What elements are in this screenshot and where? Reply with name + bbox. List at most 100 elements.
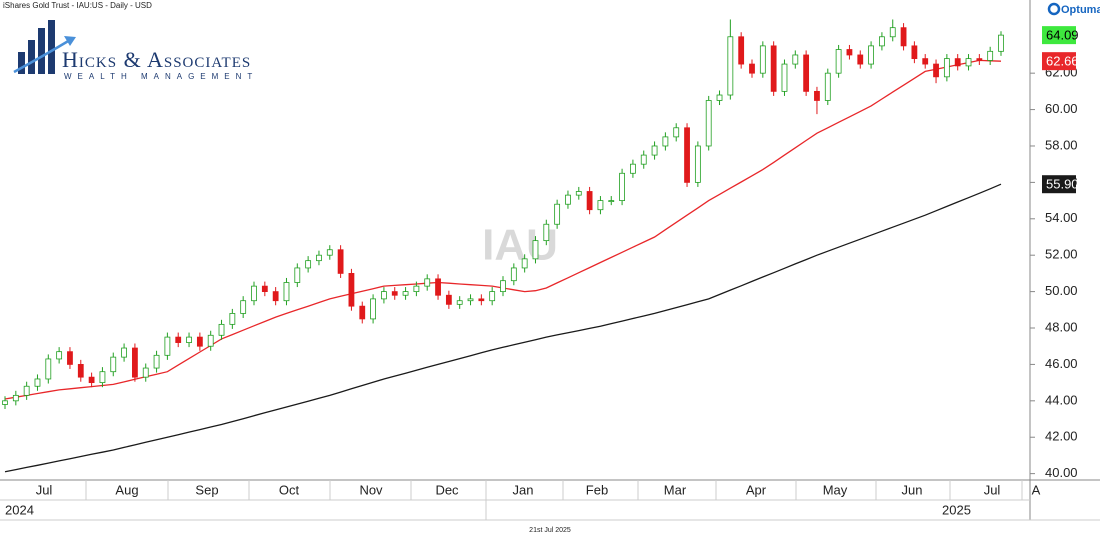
candle-body [413, 285, 420, 293]
logo-bar [38, 28, 45, 74]
candle-body [521, 258, 528, 269]
year-label: 2025 [942, 502, 971, 517]
vendor-icon [1047, 2, 1061, 16]
year-label: 2024 [5, 502, 34, 517]
price-tag [1042, 175, 1076, 194]
vendor-name: Optuma [1061, 4, 1100, 16]
candle-body [110, 356, 117, 373]
candle-body [337, 249, 344, 274]
candle-body [240, 300, 247, 314]
candle-body [965, 58, 972, 67]
candle-body [900, 27, 907, 47]
price-tag [1042, 52, 1076, 71]
month-label: Jul [36, 482, 53, 497]
y-tick-label: 60.00 [1045, 101, 1078, 116]
candle-body [489, 291, 496, 302]
candle-body [435, 278, 441, 296]
candle-body [803, 54, 810, 92]
candle-body [207, 334, 214, 347]
month-label: Aug [115, 482, 138, 497]
candle-body [67, 351, 73, 365]
candle-body [196, 336, 203, 347]
candle-body [23, 385, 30, 396]
candle-body [684, 127, 690, 183]
candle-body [662, 136, 669, 147]
month-label: A [1032, 482, 1041, 497]
candle-body [651, 145, 658, 156]
candle-body [846, 49, 853, 56]
candle-body [943, 58, 950, 78]
candle-body [586, 191, 593, 211]
month-label: Feb [586, 482, 608, 497]
month-label: Jan [513, 482, 534, 497]
month-label: Oct [279, 482, 300, 497]
logo-tagline: WEALTH MANAGEMENT [64, 72, 258, 81]
month-label: Sep [195, 482, 218, 497]
candle-body [510, 267, 517, 282]
y-tick-label: 40.00 [1045, 465, 1078, 480]
month-label: Jul [984, 482, 1001, 497]
candle-body [132, 347, 138, 378]
candle-body [987, 50, 994, 61]
candle-body [402, 291, 409, 296]
candle-body [857, 54, 864, 65]
candle-body [976, 58, 983, 61]
candle-body [56, 351, 63, 360]
candle-body [738, 36, 745, 65]
candle-body [34, 378, 41, 387]
candle-body [673, 127, 680, 138]
candle-body [608, 200, 615, 202]
candle-body [305, 260, 312, 269]
y-tick-label: 54.00 [1045, 210, 1078, 225]
candle-body [478, 298, 485, 302]
candle-body [640, 154, 647, 165]
candle-body [445, 294, 452, 305]
candle-body [727, 36, 734, 96]
candle-body [99, 371, 106, 384]
candle-body [565, 194, 571, 205]
candle-body [543, 223, 550, 242]
candle-body [694, 145, 701, 183]
month-label: Nov [359, 482, 383, 497]
moving-average-line [4, 183, 1002, 473]
candle-body [12, 394, 19, 402]
candle-body [532, 240, 539, 260]
candle-body [879, 36, 885, 47]
candle-body [705, 100, 712, 147]
month-label: Dec [435, 482, 459, 497]
candle-body [45, 358, 52, 380]
candle-body [251, 285, 257, 302]
candle-body [77, 364, 84, 378]
candle-body [467, 298, 474, 302]
y-tick-label: 44.00 [1045, 392, 1078, 407]
candle-body [272, 291, 279, 302]
candle-body [597, 200, 604, 211]
candle-body [261, 285, 268, 293]
candle-body [294, 267, 301, 283]
candle-body [619, 172, 625, 201]
candle-body [922, 58, 929, 65]
candle-body [2, 400, 8, 405]
candle-body [792, 54, 799, 65]
month-label: Mar [664, 482, 687, 497]
candle-body [142, 367, 149, 378]
candle-body [391, 291, 398, 296]
candle-body [164, 336, 171, 356]
candle-body [998, 34, 1004, 52]
candle-body [911, 45, 918, 60]
candle-body [759, 45, 766, 74]
logo-firm: Hicks & Associates [62, 47, 251, 72]
candle-body [175, 336, 182, 343]
vendor-logo: Optuma [1047, 2, 1100, 16]
candle-body [424, 278, 431, 287]
y-tick-label: 46.00 [1045, 356, 1078, 371]
month-label: May [823, 482, 848, 497]
price-tag [1042, 26, 1076, 45]
candle-body [889, 27, 896, 38]
candle-body [229, 313, 236, 325]
logo-bar [48, 20, 55, 74]
candle-body [868, 45, 874, 65]
candle-body [575, 191, 582, 196]
